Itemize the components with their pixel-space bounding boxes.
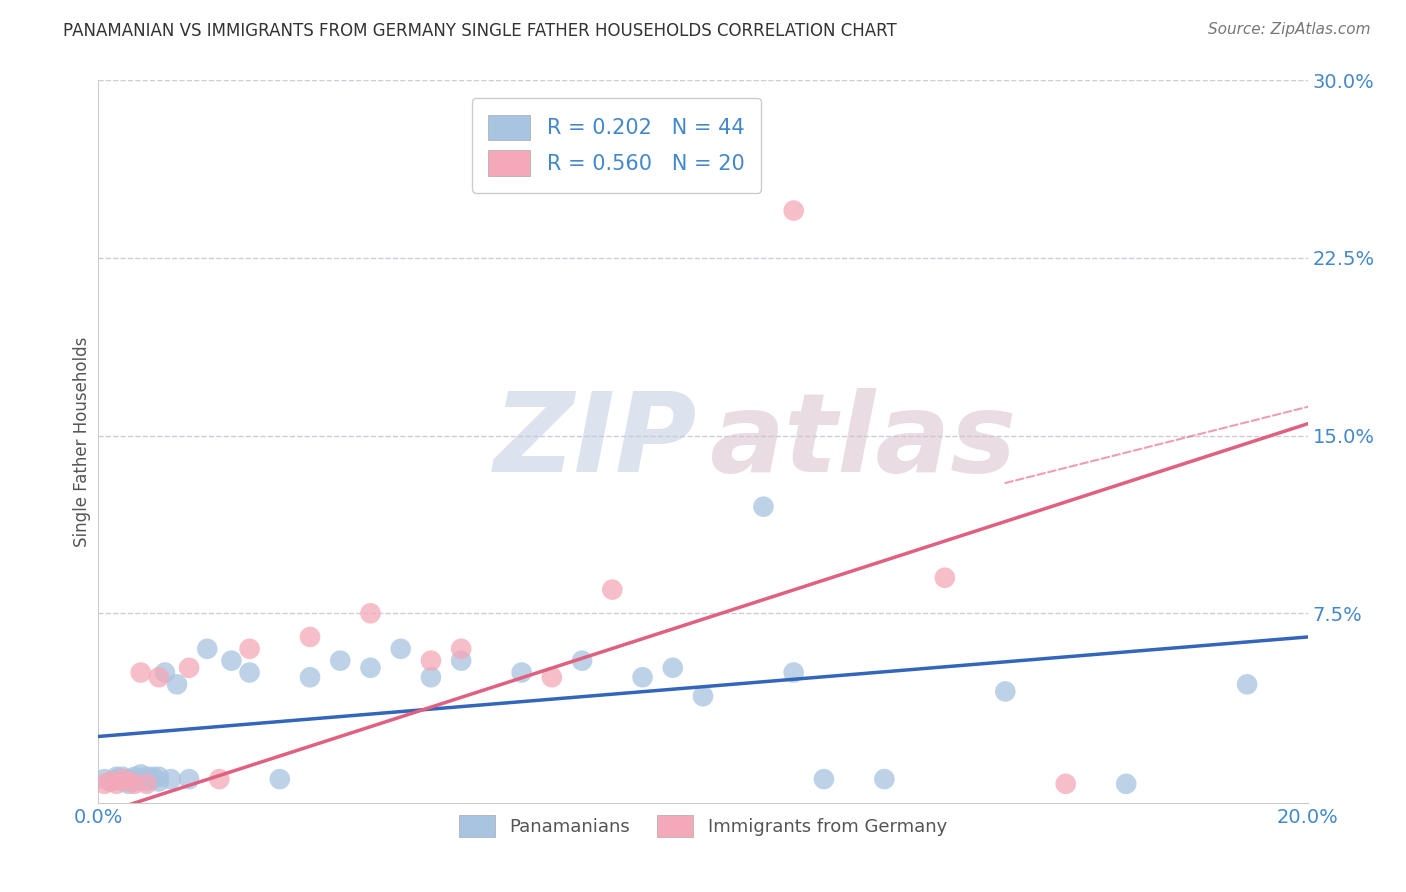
Point — [100, 774, 122, 789]
Point — [166, 677, 188, 691]
Point — [118, 777, 141, 791]
Point — [239, 641, 262, 656]
Point — [129, 665, 152, 680]
Point — [934, 571, 956, 585]
Point — [148, 670, 170, 684]
Point — [153, 665, 176, 680]
Text: PANAMANIAN VS IMMIGRANTS FROM GERMANY SINGLE FATHER HOUSEHOLDS CORRELATION CHART: PANAMANIAN VS IMMIGRANTS FROM GERMANY SI… — [63, 22, 897, 40]
Point — [389, 641, 412, 656]
Point — [221, 654, 243, 668]
Point — [105, 777, 128, 791]
Point — [129, 772, 152, 786]
Point — [450, 641, 472, 656]
Point — [752, 500, 775, 514]
Point — [111, 772, 134, 786]
Point — [1054, 777, 1077, 791]
Point — [510, 665, 533, 680]
Point — [994, 684, 1017, 698]
Point — [93, 772, 115, 786]
Point — [93, 777, 115, 791]
Point — [571, 654, 593, 668]
Point — [124, 774, 146, 789]
Point — [450, 654, 472, 668]
Point — [1236, 677, 1258, 691]
Point — [195, 641, 218, 656]
Legend: Panamanians, Immigrants from Germany: Panamanians, Immigrants from Germany — [451, 808, 955, 845]
Point — [299, 670, 322, 684]
Point — [105, 770, 128, 784]
Point — [813, 772, 835, 786]
Point — [135, 774, 157, 789]
Point — [179, 772, 201, 786]
Point — [118, 772, 141, 786]
Y-axis label: Single Father Households: Single Father Households — [73, 336, 91, 547]
Point — [100, 774, 122, 789]
Text: Source: ZipAtlas.com: Source: ZipAtlas.com — [1208, 22, 1371, 37]
Point — [783, 203, 806, 218]
Point — [1115, 777, 1137, 791]
Point — [142, 770, 165, 784]
Point — [540, 670, 562, 684]
Point — [783, 665, 806, 680]
Point — [692, 689, 714, 703]
Point — [129, 767, 152, 781]
Point — [420, 670, 443, 684]
Point — [631, 670, 654, 684]
Point — [360, 661, 382, 675]
Point — [124, 770, 146, 784]
Point — [160, 772, 183, 786]
Point — [420, 654, 443, 668]
Point — [118, 774, 141, 789]
Point — [602, 582, 624, 597]
Point — [208, 772, 231, 786]
Point — [111, 774, 134, 789]
Point — [135, 777, 157, 791]
Point — [873, 772, 896, 786]
Point — [179, 661, 201, 675]
Point — [299, 630, 322, 644]
Point — [135, 770, 157, 784]
Point — [148, 770, 170, 784]
Point — [661, 661, 683, 675]
Point — [329, 654, 352, 668]
Point — [360, 607, 382, 621]
Text: atlas: atlas — [709, 388, 1017, 495]
Text: ZIP: ZIP — [494, 388, 697, 495]
Point — [124, 777, 146, 791]
Point — [105, 772, 128, 786]
Point — [142, 772, 165, 786]
Point — [148, 774, 170, 789]
Point — [111, 770, 134, 784]
Point — [239, 665, 262, 680]
Point — [269, 772, 291, 786]
